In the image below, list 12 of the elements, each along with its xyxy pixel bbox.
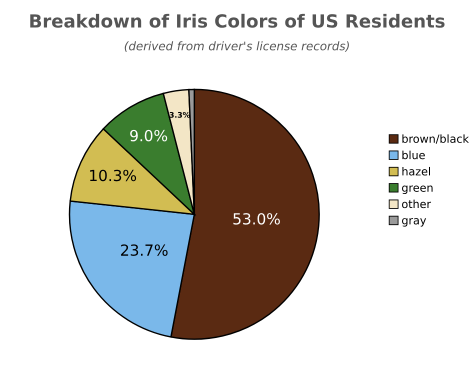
legend-label: brown/black bbox=[402, 134, 469, 144]
data-label: 9.0% bbox=[130, 130, 168, 142]
data-label: 23.7% bbox=[121, 244, 168, 256]
chart-title: Breakdown of Iris Colors of US Residents bbox=[30, 14, 445, 28]
legend-label: hazel bbox=[402, 166, 430, 176]
data-label: 10.3% bbox=[90, 170, 136, 182]
legend-label: other bbox=[402, 200, 432, 208]
data-label: 53.0% bbox=[233, 213, 280, 225]
legend-label: gray bbox=[402, 218, 426, 227]
legend-label: green bbox=[402, 185, 433, 194]
chart-subtitle: (derived from driver's license records) bbox=[124, 41, 349, 52]
legend-label: blue bbox=[402, 150, 425, 160]
